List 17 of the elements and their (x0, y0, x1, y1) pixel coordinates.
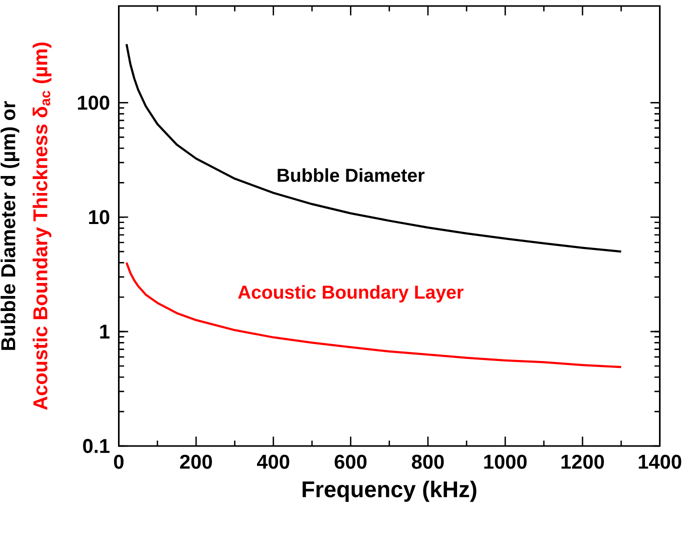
y-axis-title: Bubble Diameter d (µm) or (0, 101, 20, 350)
x-tick-label: 1000 (484, 454, 527, 469)
x-axis-title: Frequency (kHz) (302, 480, 476, 502)
x-tick-label: 0 (114, 454, 124, 469)
text: Acoustic Boundary Thickness δ$_{ac}$ (µm) (32, 42, 52, 410)
x-tick-label: 800 (412, 454, 444, 469)
x-tick-label: 600 (334, 454, 366, 469)
series-label: Bubble Diameter (278, 168, 425, 182)
y-tick-label: 1 (100, 324, 110, 338)
y-tick-label: 10 (89, 210, 110, 224)
x-tick-label: 400 (256, 454, 290, 469)
y-tick-label: 0.1 (83, 438, 110, 454)
y-tick-label: 100 (78, 96, 110, 110)
x-tick-label: 1400 (638, 454, 682, 469)
x-tick-label: 1200 (562, 454, 604, 469)
x-tick-label: 200 (180, 454, 212, 469)
series-label: Acoustic Boundary Layer (238, 285, 464, 302)
